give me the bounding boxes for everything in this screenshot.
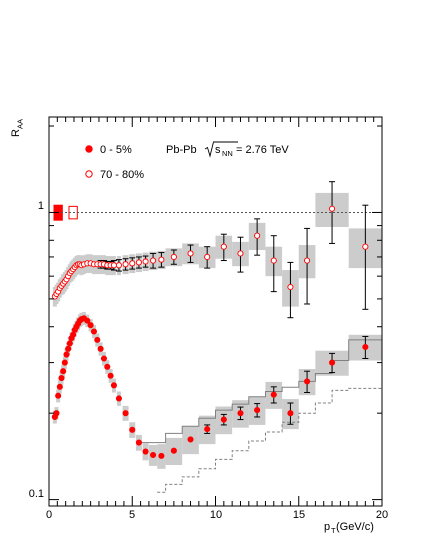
legend-label-central: 0 - 5% (100, 144, 132, 156)
point-central-33 (158, 452, 165, 459)
model-curve-dashed (157, 387, 382, 493)
x-tick-label-0: 0 (46, 509, 52, 521)
legend-marker-filled (85, 145, 93, 153)
point-central-24 (104, 363, 111, 370)
x-tick-label-5: 5 (129, 509, 135, 521)
point-central-34 (170, 447, 177, 454)
point-central-44 (362, 343, 369, 351)
point-central-6 (61, 359, 68, 366)
point-central-3 (56, 383, 63, 390)
point-peripheral-35 (187, 250, 194, 257)
point-peripheral-38 (237, 250, 244, 257)
point-peripheral-40 (270, 257, 277, 264)
legend-label-peripheral: 70 - 80% (100, 169, 144, 181)
x-tick-label-10: 10 (210, 509, 222, 521)
data-points (51, 205, 369, 459)
point-central-35 (187, 436, 194, 443)
point-central-8 (65, 345, 72, 352)
y-tick-labels: 0.1 1 (29, 200, 44, 500)
point-peripheral-26 (110, 262, 117, 269)
x-tick-label-15: 15 (293, 509, 305, 521)
point-central-19 (87, 322, 94, 329)
annotation-text-after: = 2.76 TeV (236, 144, 289, 156)
point-central-31 (142, 448, 149, 455)
y-axis-title-main: R (10, 129, 22, 137)
annotation-sqrt-s: s (215, 144, 221, 156)
point-central-1 (53, 410, 60, 417)
point-central-28 (122, 410, 129, 417)
plot-frame (48, 116, 383, 507)
point-peripheral-31 (142, 258, 149, 265)
point-central-43 (328, 359, 336, 366)
point-peripheral-37 (220, 243, 227, 250)
collision-annotation: Pb-Pb s NN = 2.76 TeV (166, 141, 289, 158)
point-central-29 (129, 426, 136, 433)
point-central-27 (115, 395, 122, 402)
point-central-39 (254, 407, 261, 414)
x-axis-title-sub: T (331, 526, 336, 535)
point-central-36 (204, 426, 211, 433)
point-peripheral-42 (304, 257, 311, 264)
point-central-26 (110, 382, 117, 389)
point-central-2 (55, 392, 62, 399)
point-peripheral-41 (287, 283, 294, 291)
x-tick-labels: 0 5 10 15 20 (46, 509, 388, 521)
y-tick-label-0p1: 0.1 (29, 488, 44, 500)
point-central-23 (100, 355, 107, 362)
point-central-38 (237, 410, 244, 417)
point-central-18 (84, 317, 91, 324)
sqrt-sign (204, 141, 238, 158)
point-central-30 (135, 439, 142, 446)
point-peripheral-44 (362, 243, 369, 250)
point-central-21 (94, 336, 101, 343)
legend: 0 - 5% 70 - 80% (85, 144, 144, 181)
y-axis-title: R AA (10, 119, 25, 137)
point-central-42 (304, 378, 311, 385)
annotation-text-before: Pb-Pb (166, 144, 197, 156)
point-peripheral-27 (115, 262, 122, 269)
point-central-20 (90, 328, 98, 335)
model-curve-solid (140, 339, 382, 444)
point-central-40 (270, 391, 277, 398)
legend-marker-open (85, 170, 93, 178)
point-peripheral-33 (158, 256, 165, 263)
point-central-7 (63, 351, 70, 358)
model-curves (140, 339, 382, 493)
point-central-25 (107, 372, 114, 379)
x-axis-title-main: p (324, 521, 330, 533)
point-central-11 (70, 331, 77, 338)
systematic-error-boxes (52, 192, 382, 469)
point-peripheral-39 (254, 232, 261, 239)
y-axis-title-sub: AA (16, 119, 25, 129)
point-peripheral-30 (135, 259, 142, 266)
point-central-5 (60, 368, 67, 375)
annotation-sqrt-sub: NN (222, 149, 233, 158)
point-peripheral-36 (204, 253, 211, 260)
point-peripheral-43 (328, 205, 336, 212)
plot-frame-box (48, 116, 383, 507)
point-central-32 (150, 451, 157, 459)
point-peripheral-29 (129, 260, 136, 267)
point-peripheral-32 (150, 257, 157, 264)
point-peripheral-34 (170, 253, 177, 260)
point-peripheral-28 (122, 261, 129, 268)
y-tick-label-1: 1 (38, 200, 44, 212)
x-tick-label-20: 20 (376, 509, 388, 521)
point-central-41 (287, 410, 294, 417)
point-central-37 (220, 416, 227, 423)
x-axis-title: p T (GeV/c) (324, 521, 374, 535)
axis-ticks (48, 117, 383, 506)
point-central-9 (66, 340, 73, 347)
x-axis-title-rest: (GeV/c) (336, 521, 374, 533)
point-central-4 (58, 375, 65, 382)
point-central-22 (97, 345, 104, 352)
